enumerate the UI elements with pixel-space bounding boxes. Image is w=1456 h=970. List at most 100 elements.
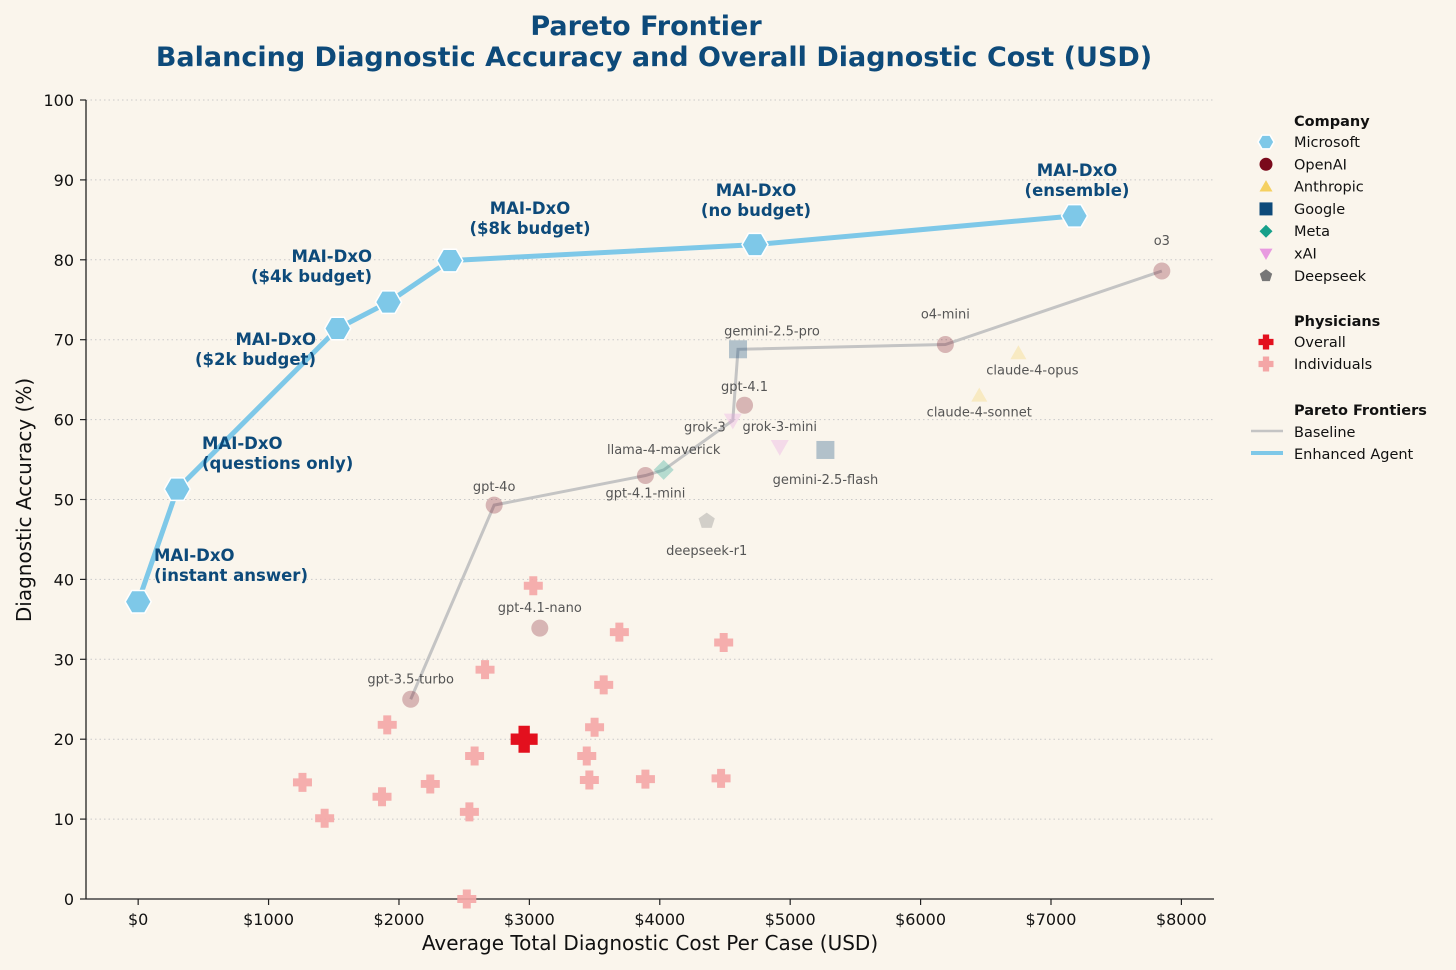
- legend-google-icon: [1259, 202, 1273, 216]
- mai-dxo-label: (ensemble): [1025, 181, 1130, 200]
- mai-dxo-label: MAI-DxO: [490, 199, 571, 218]
- model-marker-gemini-2.5-flash: [816, 440, 835, 459]
- legend-microsoft-icon: [1257, 134, 1275, 150]
- model-marker-gpt-3.5-turbo: [402, 690, 420, 708]
- physician-individual-marker: [459, 802, 479, 822]
- mai-dxo-label: MAI-DxO: [235, 330, 316, 349]
- physician-individual-marker: [420, 774, 440, 794]
- physician-individual-marker: [315, 808, 335, 828]
- enhanced-agent-marker: [741, 232, 769, 257]
- y-tick-label: 10: [54, 810, 74, 829]
- physician-individual-marker: [292, 772, 312, 792]
- legend-physicians-title: Physicians: [1294, 314, 1380, 330]
- x-tick-label: $6000: [895, 910, 946, 929]
- plot-area: 0 10 20 30 40 50 60 70 80 90 100 $0 $1000 $2000 $3000 $…: [43, 91, 1214, 929]
- x-tick-label: $8000: [1156, 910, 1207, 929]
- legend-individuals-icon: [1258, 356, 1274, 372]
- enhanced-agent-marker: [323, 316, 352, 341]
- legend-openai-icon: [1259, 157, 1273, 171]
- chart-subtitle: Balancing Diagnostic Accuracy and Overal…: [156, 42, 1152, 73]
- legend-frontiers-title: Pareto Frontiers: [1294, 403, 1427, 419]
- mai-dxo-label: (questions only): [202, 454, 353, 473]
- enhanced-agent-marker: [163, 477, 192, 502]
- y-axis-label: Diagnostic Accuracy (%): [12, 378, 36, 622]
- chart-title: Pareto Frontier: [530, 11, 762, 42]
- model-marker-gpt-4o: [485, 496, 503, 514]
- x-axis-label: Average Total Diagnostic Cost Per Case (…: [422, 931, 878, 955]
- model-marker-o4-mini: [936, 335, 954, 353]
- model-marker-grok-3: [723, 413, 742, 430]
- mai-dxo-label: ($2k budget): [195, 350, 316, 369]
- legend-frontier-baseline: Baseline: [1294, 425, 1356, 441]
- physician-individual-marker: [457, 889, 477, 909]
- legend-meta-icon: [1259, 224, 1273, 238]
- model-marker-claude-4-sonnet: [971, 387, 988, 402]
- model-label-o3: o3: [1154, 234, 1170, 249]
- model-label-gpt-4o: gpt-4o: [473, 480, 516, 495]
- legend-anthropic-icon: [1259, 180, 1273, 192]
- enhanced-agent-marker: [435, 248, 464, 273]
- x-tick-label: $2000: [374, 910, 425, 929]
- mai-dxo-label: MAI-DxO: [291, 247, 372, 266]
- legend-frontier-enhanced: Enhanced Agent: [1294, 447, 1414, 463]
- model-label-grok-3: grok-3: [684, 420, 726, 435]
- y-tick-label: 100: [43, 91, 74, 110]
- legend-company-google: Google: [1294, 202, 1345, 218]
- y-tick-label: 70: [54, 331, 74, 350]
- legend-overall-icon: [1258, 334, 1274, 350]
- model-label-deepseek-r1: deepseek-r1: [666, 544, 747, 559]
- model-label-llama-4-maverick: llama-4-maverick: [607, 443, 721, 458]
- x-tick-label: $5000: [765, 910, 816, 929]
- physician-individual-marker: [377, 715, 397, 735]
- physician-individual-marker: [577, 746, 597, 766]
- legend-company-anthropic: Anthropic: [1294, 180, 1364, 196]
- model-label-gpt-4.1-mini: gpt-4.1-mini: [606, 487, 686, 502]
- model-marker-gpt-4.1-nano: [531, 619, 549, 637]
- y-tick-label: 20: [54, 730, 74, 749]
- model-label-o4-mini: o4-mini: [921, 307, 970, 322]
- y-tick-label: 80: [54, 251, 74, 270]
- physician-individual-marker: [609, 622, 629, 642]
- physician-individual-marker: [585, 717, 605, 737]
- legend-xai-icon: [1259, 248, 1273, 260]
- x-tick-label: $3000: [504, 910, 555, 929]
- model-label-gpt-3.5-turbo: gpt-3.5-turbo: [367, 672, 454, 687]
- physician-individual-marker: [475, 660, 495, 680]
- model-label-grok-3-mini: grok-3-mini: [742, 420, 817, 435]
- model-marker-gpt-4.1: [736, 396, 754, 414]
- legend-physicians-individuals: Individuals: [1294, 357, 1372, 373]
- model-label-gemini-2.5-pro: gemini-2.5-pro: [724, 324, 820, 339]
- enhanced-agent-marker: [124, 589, 153, 614]
- model-marker-llama-4-maverick: [653, 459, 674, 480]
- model-marker-gpt-4.1-mini: [636, 467, 654, 485]
- physician-individual-marker: [594, 675, 614, 695]
- mai-dxo-label: ($8k budget): [469, 219, 590, 238]
- x-tick-label: $4000: [634, 910, 685, 929]
- legend-company-deepseek: Deepseek: [1294, 269, 1367, 285]
- model-marker-gemini-2.5-pro: [729, 340, 748, 359]
- model-label-gpt-4.1: gpt-4.1: [721, 380, 768, 395]
- model-marker-deepseek-r1: [698, 512, 715, 528]
- physician-overall-marker: [510, 725, 538, 753]
- y-tick-label: 60: [54, 411, 74, 430]
- legend-company-xai: xAI: [1294, 247, 1317, 263]
- x-tick-label: $7000: [1026, 910, 1077, 929]
- mai-dxo-label: ($4k budget): [251, 267, 372, 286]
- model-label-gemini-2.5-flash: gemini-2.5-flash: [773, 473, 879, 488]
- physician-individual-marker: [465, 746, 485, 766]
- legend-physicians-overall: Overall: [1294, 335, 1346, 351]
- y-tick-label: 90: [54, 171, 74, 190]
- model-marker-grok-3-mini: [770, 440, 789, 456]
- mai-dxo-label: MAI-DxO: [716, 181, 797, 200]
- legend: Company Microsoft OpenAI Anthropic Google Met…: [1251, 114, 1427, 463]
- mai-dxo-label: MAI-DxO: [154, 546, 235, 565]
- y-tick-label: 30: [54, 650, 74, 669]
- physician-individual-marker: [711, 768, 731, 788]
- y-tick-label: 0: [64, 890, 74, 909]
- legend-company-title: Company: [1294, 114, 1370, 130]
- model-label-claude-4-opus: claude-4-opus: [986, 363, 1079, 378]
- model-label-claude-4-sonnet: claude-4-sonnet: [927, 406, 1032, 421]
- physician-individual-marker: [579, 770, 599, 790]
- mai-dxo-label: MAI-DxO: [202, 434, 283, 453]
